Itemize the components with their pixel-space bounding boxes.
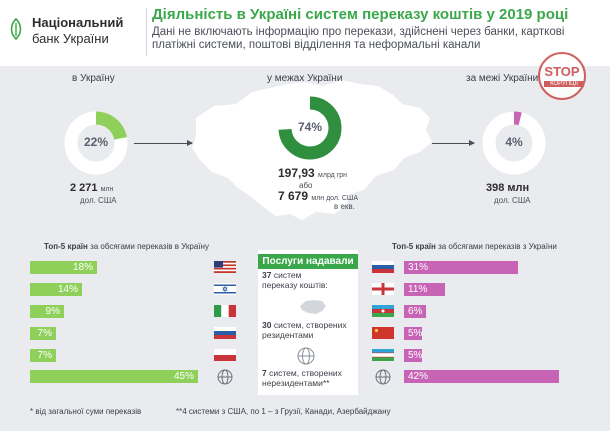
stop-corruption-stamp: STOP КОРУПЦІЇ	[538, 52, 586, 100]
bar-left-1: 14%	[30, 283, 82, 296]
amount-unit: млрд грн	[318, 172, 348, 179]
donut-to-ukraine	[64, 111, 128, 175]
services-residents-num: 30	[262, 320, 272, 330]
amount-unit: млн	[100, 186, 114, 193]
donut-label-from-ukraine: 4%	[505, 135, 523, 149]
bar-right-1: 11%	[404, 283, 445, 296]
amount-from-ukraine: 398 млн	[486, 182, 530, 194]
china-flag	[372, 327, 394, 339]
donut-from-ukraine	[482, 111, 546, 175]
section-label-from-ukraine: за межі України	[466, 73, 539, 84]
section-label-within: у межах України	[267, 73, 343, 84]
georgia-flag	[372, 283, 394, 295]
arrow-to-ukraine	[134, 140, 193, 146]
amount-to-ukraine: 2 271 млн	[70, 182, 113, 194]
bar-label: 14%	[57, 284, 78, 295]
footnote-2: **4 системи з США, по 1 – з Грузії, Кана…	[176, 407, 391, 416]
bar-left-5: 45%	[30, 370, 198, 383]
page-title: Діяльність в Україні систем переказу кош…	[152, 6, 569, 23]
arrow-from-ukraine	[432, 140, 475, 146]
bar-right-4: 5%	[404, 349, 422, 362]
left-box-heading: Топ-5 країн за обсягами переказів в Укра…	[44, 242, 209, 251]
bar-label: 7%	[37, 350, 52, 361]
amount-unit: млн дол. США	[311, 195, 359, 202]
bar-right-3: 5%	[404, 327, 422, 340]
amount-value: 2 271	[70, 182, 98, 194]
bar-label: 18%	[72, 262, 93, 273]
services-residents-text: систем, створених резидентами	[262, 320, 347, 340]
bar-left-0: 18%	[30, 261, 97, 274]
bar-label: 45%	[173, 371, 194, 382]
amount-value: 197,93	[278, 166, 315, 180]
bar-label: 9%	[45, 306, 60, 317]
services-title: Послуги надавали	[258, 254, 358, 269]
unit-from-ukraine: дол. США	[494, 196, 531, 205]
donut-within	[278, 96, 342, 160]
bar-right-5: 42%	[404, 370, 559, 383]
donut-arc	[482, 111, 546, 175]
header-divider	[146, 8, 147, 56]
bar-right-2: 6%	[404, 305, 426, 318]
usa-flag	[214, 261, 236, 273]
heading-rest: за обсягами переказів в Україну	[90, 242, 209, 251]
bar-label: 31%	[408, 262, 429, 273]
ukraine-mini-icon	[300, 300, 326, 314]
section-label-to-ukraine: в Україну	[72, 73, 115, 84]
amount-value: 7 679	[278, 189, 309, 203]
bar-label: 5%	[408, 350, 423, 361]
right-box-heading: Топ-5 країн за обсягами переказів з Укра…	[392, 242, 557, 251]
bar-label: 5%	[408, 328, 423, 339]
bar-label: 42%	[408, 371, 429, 382]
unit-to-ukraine: дол. США	[80, 196, 117, 205]
page-subtitle: Дані не включають інформацію про переказ…	[152, 26, 565, 51]
globe-icon	[297, 347, 315, 365]
russia-flag	[372, 261, 394, 273]
heading-bold: Топ-5 країн	[44, 242, 88, 251]
globe-icon	[375, 369, 391, 385]
amount-within: 197,93 млрд грн	[278, 166, 347, 180]
bar-left-4: 7%	[30, 349, 56, 362]
bar-left-2: 9%	[30, 305, 64, 318]
globe-icon	[217, 369, 233, 385]
bar-left-3: 7%	[30, 327, 56, 340]
services-total-text: систем переказу коштів:	[262, 270, 328, 290]
services-nonresidents-text: систем, створених нерезидентами**	[262, 368, 342, 388]
donut-label-within: 74%	[297, 120, 323, 134]
services-panel: Послуги надавали 37 систем переказу кошт…	[258, 250, 358, 395]
donut-arc	[278, 96, 342, 160]
footnote-1: * від загальної суми переказів	[30, 407, 142, 416]
bar-label: 6%	[408, 306, 423, 317]
header: Національний банк України Діяльність в У…	[0, 0, 610, 66]
nbu-logo: Національний банк України	[8, 12, 143, 50]
services-total-num: 37	[262, 270, 272, 280]
or-text: або	[299, 181, 313, 190]
logo-line2: банк України	[32, 31, 109, 46]
azerbaijan-flag	[372, 305, 394, 317]
donut-arc	[64, 111, 128, 175]
stamp-main: STOP	[544, 64, 580, 79]
logo-line1: Національний	[32, 15, 124, 30]
services-total: 37 систем переказу коштів:	[262, 270, 332, 290]
italy-flag	[214, 305, 236, 317]
heading-rest: за обсягами переказів з України	[438, 242, 557, 251]
russia-flag	[214, 327, 236, 339]
israel-flag	[214, 283, 236, 295]
poland-flag	[214, 349, 236, 361]
services-residents: 30 систем, створених резидентами	[262, 320, 354, 340]
amount-within-usd: 7 679 млн дол. США	[278, 189, 358, 203]
services-nonresidents: 7 систем, створених нерезидентами**	[262, 368, 356, 388]
services-nonresidents-num: 7	[262, 368, 267, 378]
bar-label: 7%	[37, 328, 52, 339]
bar-label: 11%	[408, 284, 428, 295]
uzbekistan-flag	[372, 349, 394, 361]
equiv-text: в екв.	[334, 202, 355, 211]
stamp-sub: КОРУПЦІЇ	[544, 81, 584, 87]
bar-right-0: 31%	[404, 261, 518, 274]
nbu-emblem-icon	[10, 18, 22, 40]
heading-bold: Топ-5 країн	[392, 242, 436, 251]
donut-label-to-ukraine: 22%	[83, 135, 109, 149]
